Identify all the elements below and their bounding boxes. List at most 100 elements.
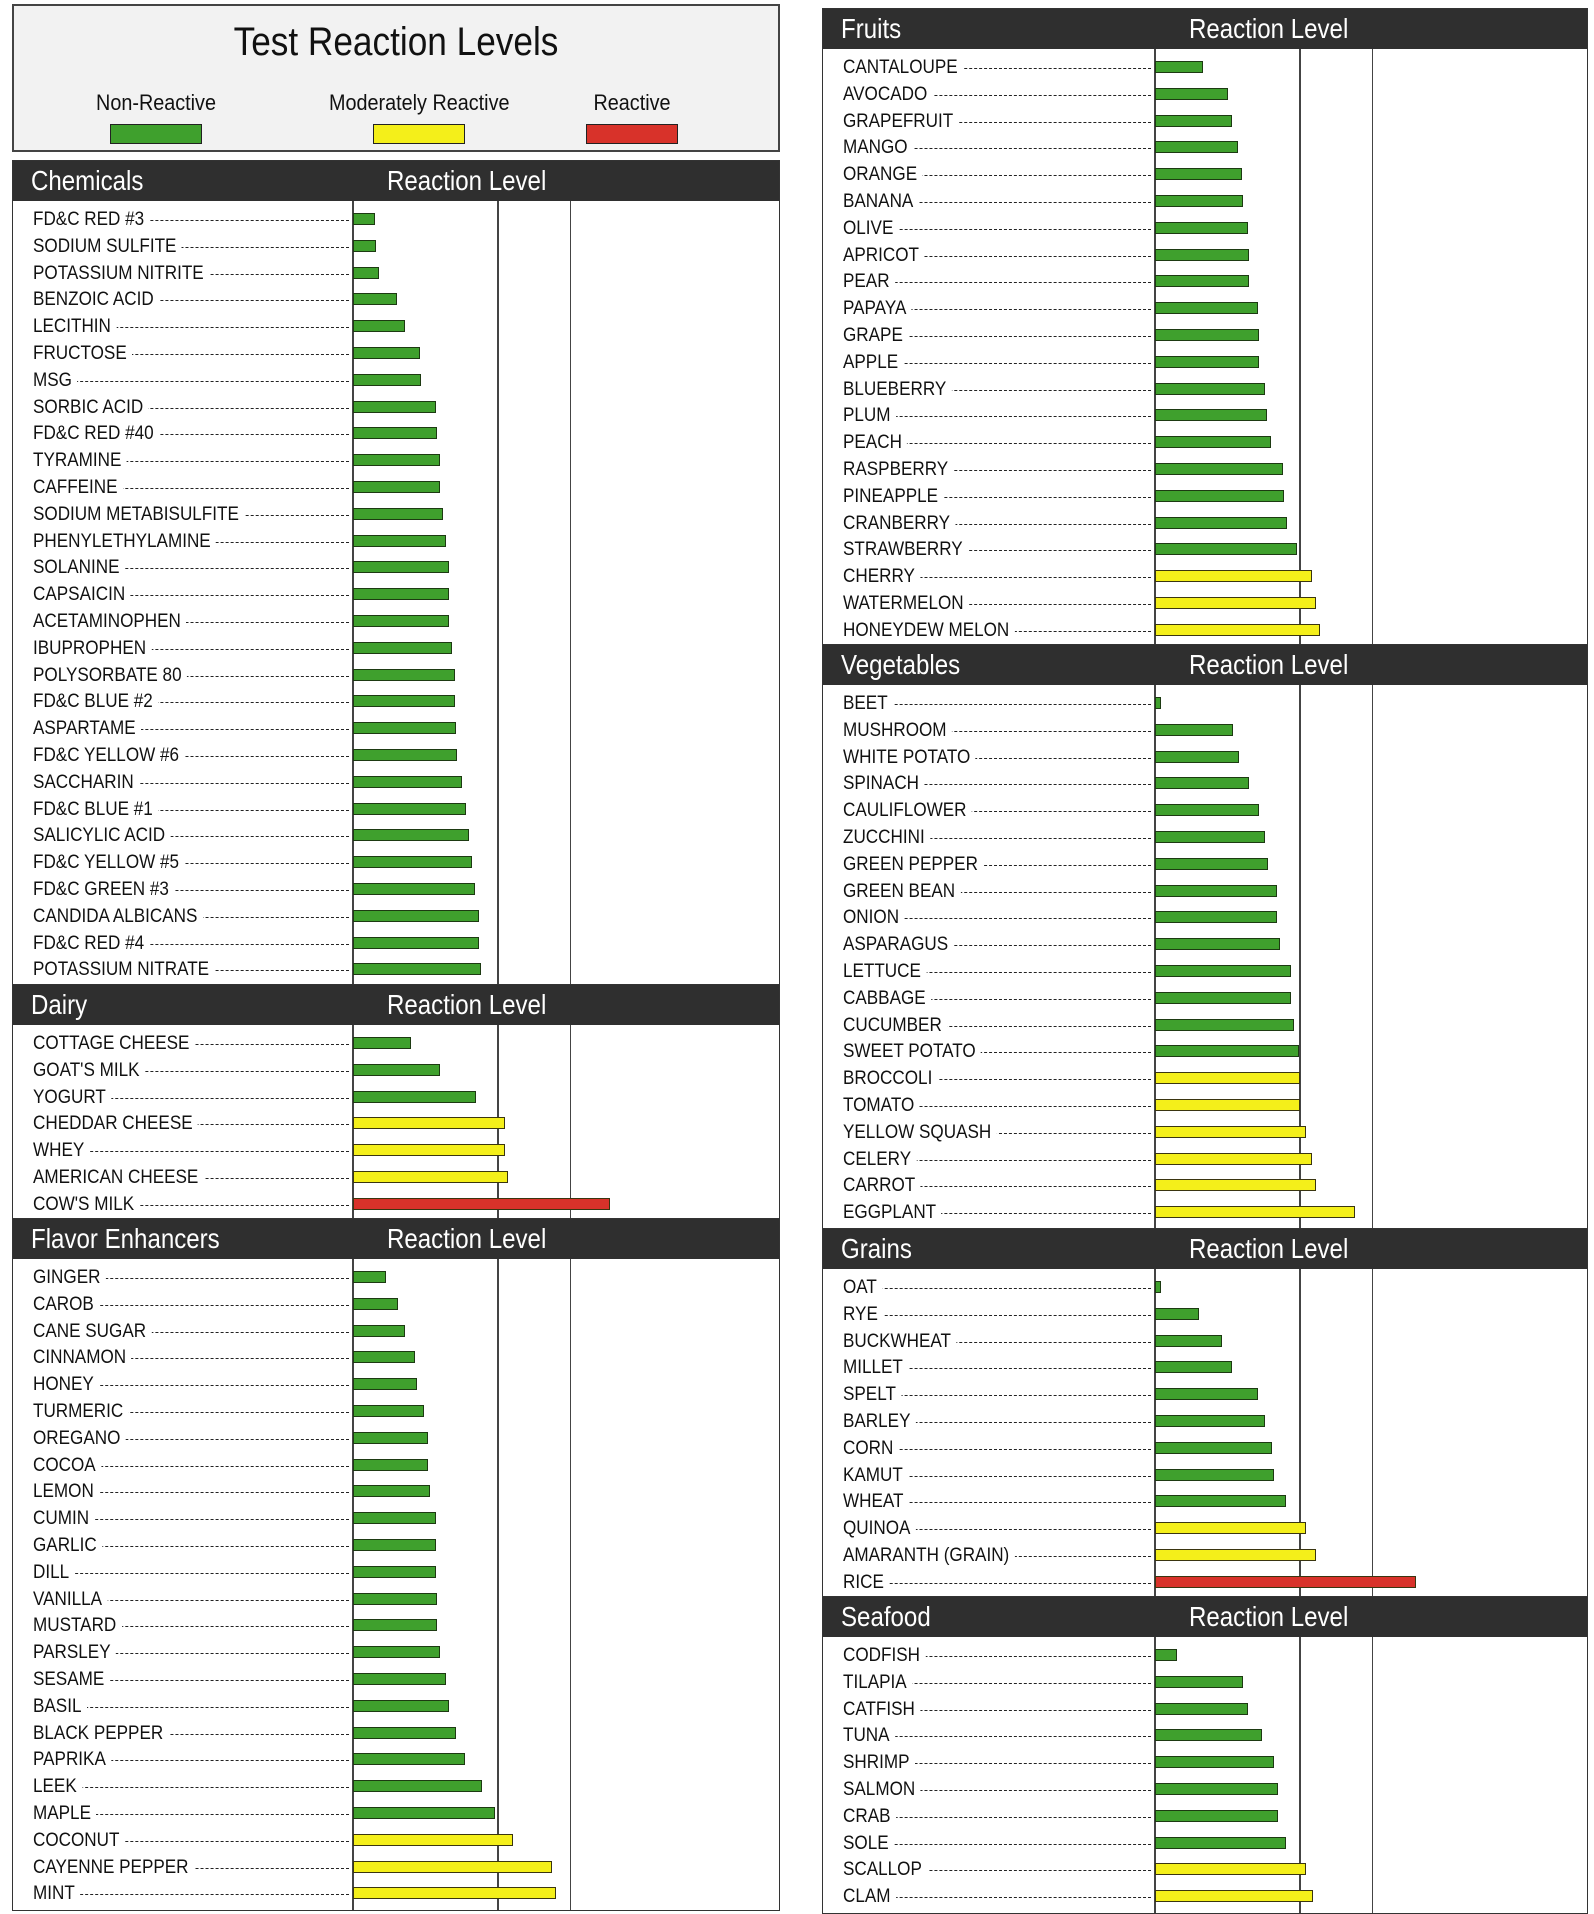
bar-non-reactive: [1155, 275, 1250, 288]
category-label: GARLIC: [33, 1533, 103, 1559]
chart-row: CAPSAICIN: [13, 582, 779, 609]
category-label: APPLE: [843, 349, 904, 376]
bar-non-reactive: [353, 936, 480, 949]
chart-row: QUINOA: [823, 1516, 1587, 1543]
bar-non-reactive: [1155, 302, 1258, 315]
category-label: ONION: [843, 905, 905, 932]
leader-line: [845, 1213, 1151, 1215]
category-label: ACETAMINOPHEN: [33, 609, 187, 635]
threshold-line: [1371, 1637, 1373, 1913]
axis-baseline: [1154, 1269, 1156, 1599]
bar-moderately-reactive: [1155, 570, 1312, 583]
value-axis-label: Reaction Level: [387, 1223, 547, 1254]
chart-row: CELERY: [823, 1146, 1587, 1173]
chart-row: SCALLOP: [823, 1857, 1587, 1884]
bar-non-reactive: [1155, 1018, 1295, 1031]
chart-row: HONEYDEW MELON: [823, 617, 1587, 644]
category-label: WHEY: [33, 1138, 90, 1165]
category-label: BROCCOLI: [843, 1066, 938, 1093]
bar-moderately-reactive: [353, 1833, 513, 1846]
category-label: RICE: [843, 1569, 890, 1596]
leader-line: [35, 1787, 349, 1789]
chart-row: FD&C BLUE #1: [13, 796, 779, 823]
leader-line: [35, 595, 349, 597]
threshold-line: [569, 1025, 571, 1221]
category-label: YOGURT: [33, 1084, 112, 1111]
bar-non-reactive: [353, 883, 475, 895]
panel-header: Chemicals Reaction Level: [13, 161, 779, 201]
leader-line: [845, 362, 1151, 364]
category-label: FD&C BLUE #1: [33, 796, 159, 823]
bar-non-reactive: [353, 802, 467, 815]
legend-swatch-red: [586, 124, 678, 144]
category-label: GOAT'S MILK: [33, 1057, 145, 1084]
bar-non-reactive: [1155, 1415, 1266, 1427]
category-label: APRICOT: [843, 242, 925, 269]
chart-row: SACCHARIN: [13, 769, 779, 796]
category-label: FD&C YELLOW #5: [33, 850, 185, 877]
legend-swatch-yellow: [373, 124, 465, 144]
panel-title: Seafood: [841, 1601, 931, 1632]
bar-non-reactive: [1155, 516, 1287, 529]
leader-line: [35, 675, 349, 677]
leader-line: [845, 1475, 1151, 1477]
leader-line: [845, 389, 1151, 391]
chart-row: WHEAT: [823, 1489, 1587, 1516]
category-label: CANE SUGAR: [33, 1318, 152, 1345]
leader-line: [845, 228, 1151, 230]
leader-line: [35, 1814, 349, 1815]
category-label: SPELT: [843, 1382, 902, 1409]
bar-non-reactive: [353, 1780, 483, 1793]
bar-non-reactive: [1155, 938, 1280, 951]
category-label: OAT: [843, 1275, 883, 1301]
category-label: CANTALOUPE: [843, 55, 964, 81]
leader-line: [35, 836, 349, 838]
bar-non-reactive: [353, 1431, 429, 1444]
category-label: MILLET: [843, 1355, 909, 1382]
threshold-line: [1299, 685, 1301, 1229]
legend-item-moderately-reactive: Moderately Reactive: [319, 90, 519, 144]
category-label: CLAM: [843, 1884, 896, 1911]
leader-line: [35, 1680, 349, 1681]
category-label: CELERY: [843, 1146, 917, 1173]
chart-row: ZUCCHINI: [823, 825, 1587, 851]
bar-non-reactive: [1155, 1756, 1274, 1769]
category-label: COW'S MILK: [33, 1191, 140, 1218]
bar-moderately-reactive: [1155, 1522, 1306, 1535]
threshold-line: [569, 201, 571, 987]
leader-line: [845, 891, 1151, 893]
leader-line: [35, 1097, 349, 1099]
leader-line: [845, 1106, 1151, 1107]
bar-non-reactive: [353, 1673, 446, 1685]
chart-row: ONION: [823, 905, 1587, 932]
category-label: COTTAGE CHEESE: [33, 1031, 195, 1057]
category-label: TURMERIC: [33, 1399, 129, 1425]
leader-line: [845, 1736, 1151, 1738]
bar-non-reactive: [353, 1378, 417, 1391]
category-label: CRAB: [843, 1803, 896, 1830]
leader-line: [35, 648, 349, 650]
chart-row: FD&C GREEN #3: [13, 877, 779, 903]
leader-line: [35, 1304, 349, 1306]
bar-non-reactive: [1155, 168, 1242, 181]
leader-line: [35, 1653, 349, 1655]
value-axis-label: Reaction Level: [1189, 13, 1349, 44]
category-label: SODIUM SULFITE: [33, 233, 182, 260]
chart-row: POLYSORBATE 80: [13, 662, 779, 689]
leader-line: [845, 1186, 1151, 1188]
threshold-line: [497, 201, 499, 987]
bar-non-reactive: [353, 373, 422, 386]
category-label: PEACH: [843, 430, 908, 457]
category-label: BASIL: [33, 1693, 87, 1720]
bar-non-reactive: [1155, 355, 1260, 368]
leader-line: [845, 336, 1151, 337]
chart-row: CHEDDAR CHEESE: [13, 1111, 779, 1138]
category-label: BANANA: [843, 189, 919, 215]
leader-line: [845, 838, 1151, 839]
chart-row: TYRAMINE: [13, 448, 779, 475]
chart-row: POTASSIUM NITRITE: [13, 260, 779, 287]
leader-line: [35, 1840, 349, 1842]
category-label: GINGER: [33, 1265, 106, 1291]
chart-row: EGGPLANT: [823, 1200, 1587, 1227]
category-label: KAMUT: [843, 1462, 909, 1489]
